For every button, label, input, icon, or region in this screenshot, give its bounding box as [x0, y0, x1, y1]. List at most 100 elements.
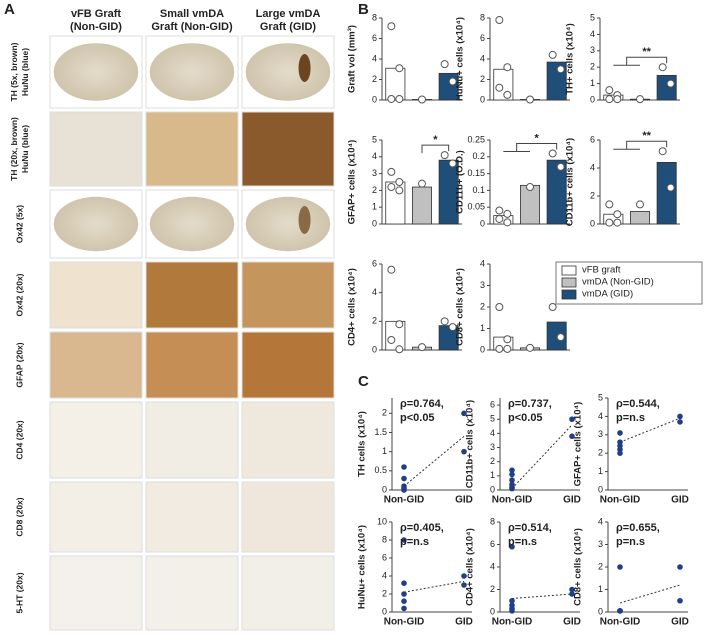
legend-label: vmDA (GID) [582, 289, 633, 300]
data-point [666, 183, 675, 192]
bar [438, 325, 459, 351]
data-point [461, 582, 467, 588]
y-tick-label: 5 [372, 134, 377, 144]
stat-label: ρ=0.544, [616, 398, 660, 410]
y-tick-label: 4 [382, 570, 387, 580]
data-point [613, 218, 622, 227]
y-tick-label: 3 [490, 442, 495, 452]
stat-label: p<0.05 [508, 412, 543, 424]
y-tick-label: 1 [382, 446, 387, 456]
panel-label: B [358, 1, 369, 18]
y-tick-label: 8 [382, 534, 387, 544]
y-tick-label: 1 [590, 78, 595, 88]
sig-bracket [626, 56, 668, 66]
y-tick-label: 8 [490, 516, 495, 526]
y-tick-label: 0.25 [467, 134, 485, 144]
micrograph [49, 401, 143, 479]
y-tick-label: 8 [480, 12, 485, 22]
stat-label: p=n.s [400, 536, 429, 548]
data-point [495, 206, 504, 215]
y-axis-label: CD11b+ cells (x10⁴) [565, 138, 576, 226]
brain-section [149, 196, 235, 252]
y-tick-label: 4 [598, 516, 603, 526]
bar [630, 210, 651, 225]
brain-section [245, 43, 331, 101]
data-point [613, 95, 622, 104]
bar [493, 215, 514, 225]
y-tick-label: 8 [372, 12, 377, 22]
sig-bracket [421, 144, 450, 154]
x-tick-label: Non-GID [492, 617, 533, 628]
y-tick-label: 2 [372, 74, 377, 84]
y-tick-label: 6 [372, 33, 377, 43]
y-axis-label: GFAP+ cells (x10⁴) [573, 402, 584, 487]
y-tick-label: 0 [382, 606, 387, 616]
data-point [495, 303, 504, 311]
x-tick-label: Non-GID [600, 617, 641, 628]
row-label: TH (20x, brown) [9, 117, 19, 181]
row-label: Ox42 (5x) [14, 205, 24, 243]
data-point [495, 16, 504, 25]
data-point [395, 320, 404, 329]
data-point [569, 586, 575, 593]
x-tick-label: Non-GID [492, 495, 533, 506]
brain-section [53, 43, 139, 101]
micrograph [145, 481, 239, 553]
micrograph [49, 481, 143, 553]
data-point [395, 186, 404, 195]
y-tick-label: 0.15 [467, 168, 485, 178]
column-header: Large vmDA [256, 8, 321, 20]
graft [298, 54, 311, 82]
y-tick-label: 6 [382, 552, 387, 562]
y-tick-label: 1 [480, 323, 485, 333]
brain-section [245, 196, 331, 252]
data-point [509, 543, 515, 550]
data-point [387, 183, 396, 192]
y-tick-label: 0 [490, 606, 495, 616]
y-axis-label: Graft vol (mm³) [347, 25, 358, 93]
legend-swatch [561, 289, 577, 300]
data-point [509, 471, 515, 478]
y-tick-label: 3 [590, 45, 595, 55]
y-tick-label: 2 [372, 316, 377, 326]
data-point [526, 183, 534, 192]
legend-swatch [561, 277, 577, 288]
y-tick-label: 0 [480, 344, 485, 354]
y-tick-label: 0 [480, 94, 485, 104]
y-tick-label: 0.05 [467, 202, 485, 212]
panel-label: A [4, 1, 15, 18]
trend-line [619, 584, 681, 604]
column-header: Small vmDA [160, 8, 224, 20]
data-point [461, 410, 467, 417]
y-tick-label: 4 [372, 151, 377, 161]
y-tick-label: 1 [490, 470, 495, 480]
micrograph [49, 555, 143, 631]
data-point [636, 95, 644, 104]
data-point [387, 167, 396, 176]
y-tick-label: 0.1 [472, 185, 485, 195]
sig-bracket [516, 142, 558, 152]
y-tick-label: 2 [490, 584, 495, 594]
y-tick-label: 0 [372, 344, 377, 354]
sig-bracket [626, 140, 668, 150]
y-axis-label: CD11b+ (O.D.) [455, 150, 466, 214]
y-tick-label: 4 [590, 29, 595, 39]
data-point [526, 95, 534, 104]
column-header: Graft (GID) [260, 21, 317, 33]
data-point [548, 50, 557, 59]
y-tick-label: 6 [480, 33, 485, 43]
micrograph [241, 401, 335, 479]
bar [546, 159, 567, 225]
y-tick-label: 3 [598, 429, 603, 439]
data-point [556, 65, 565, 74]
column-header: vFB Graft [71, 8, 121, 20]
y-axis-label: TH cells (x10⁴) [357, 411, 368, 477]
y-tick-label: 10 [377, 516, 387, 526]
data-point [401, 487, 407, 493]
y-tick-label: 0 [598, 484, 603, 494]
y-tick-label: 5 [598, 392, 603, 402]
y-tick-label: 4 [372, 287, 377, 297]
data-point [526, 343, 534, 352]
y-tick-label: 1 [372, 202, 377, 212]
